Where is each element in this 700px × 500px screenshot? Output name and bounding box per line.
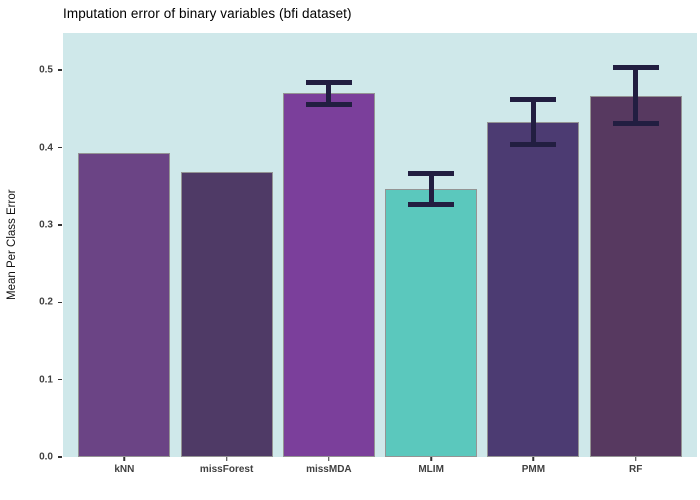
bar-kNN — [78, 152, 171, 457]
x-tick-mark — [123, 457, 126, 461]
chart-title: Imputation error of binary variables (bf… — [63, 6, 352, 21]
y-tick-mark — [58, 224, 62, 226]
y-tick-label: 0.3 — [39, 219, 53, 231]
y-tick-label: 0.4 — [39, 142, 53, 153]
errorbar-cap-high-RF — [612, 64, 659, 70]
errorbar-MLIM — [428, 173, 434, 205]
x-tick-label-kNN: kNN — [114, 464, 135, 475]
errorbar-PMM — [530, 99, 536, 145]
x-tick-mark — [430, 457, 432, 461]
x-tick-mark — [225, 457, 228, 461]
bar-missForest — [180, 171, 273, 457]
x-tick-label-MLIM: MLIM — [418, 464, 444, 475]
x-tick-label-PMM: PMM — [521, 464, 546, 475]
y-tick-mark — [58, 69, 62, 71]
x-tick-mark — [634, 457, 637, 461]
bar-missMDA — [282, 93, 375, 457]
plot-area — [63, 33, 697, 457]
x-tick-label-missForest: missForest — [199, 464, 254, 475]
y-tick-label: 0.1 — [39, 374, 53, 386]
errorbar-cap-high-MLIM — [408, 171, 455, 177]
bar-RF — [589, 95, 682, 457]
x-tick-mark — [328, 457, 330, 461]
y-tick-label: 0.2 — [39, 296, 53, 308]
y-tick-mark — [58, 378, 62, 381]
y-tick-mark — [58, 301, 62, 303]
errorbar-cap-low-missMDA — [305, 101, 352, 107]
x-axis: kNN missForest missMDA MLIM PMM RF — [63, 457, 697, 497]
errorbar-cap-low-RF — [612, 121, 659, 127]
errorbar-cap-high-PMM — [510, 97, 557, 103]
y-tick-mark — [58, 146, 62, 149]
x-tick-mark — [532, 457, 535, 461]
y-axis: 0.0 0.1 0.2 0.3 0.4 0.5 — [0, 33, 63, 463]
bar-PMM — [487, 121, 580, 457]
errorbar-cap-low-PMM — [510, 141, 557, 147]
bar-MLIM — [385, 189, 478, 457]
y-tick-label: 0.5 — [39, 64, 53, 76]
x-tick-label-missMDA: missMDA — [306, 464, 352, 475]
y-tick-mark — [58, 456, 62, 458]
errorbar-cap-high-missMDA — [305, 80, 352, 86]
x-tick-label-RF: RF — [628, 464, 643, 475]
errorbar-missMDA — [326, 82, 332, 105]
errorbar-RF — [633, 67, 639, 124]
y-tick-label: 0.0 — [39, 451, 53, 463]
errorbar-cap-low-MLIM — [408, 202, 455, 208]
